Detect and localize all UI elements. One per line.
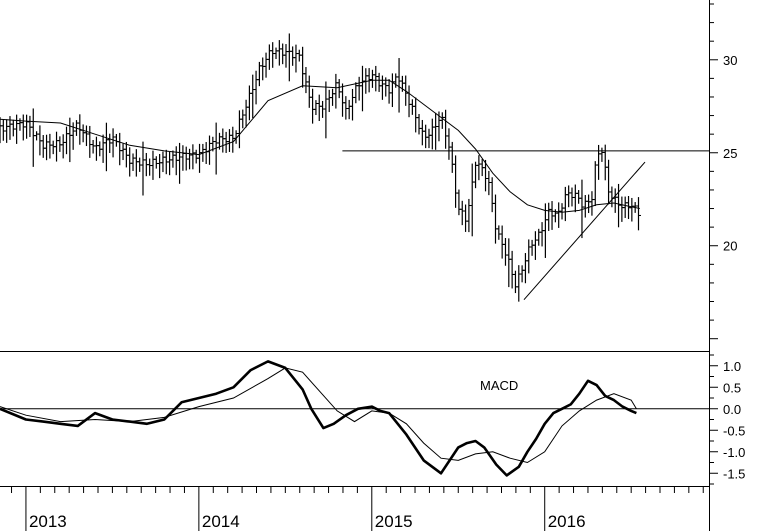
trend-line: [523, 161, 646, 300]
price-tick-label: 30: [723, 53, 737, 68]
price-moving-average-line: [0, 79, 640, 213]
macd-tick-label: -1.5: [723, 466, 745, 481]
price-panel: 20 25 30: [0, 3, 737, 340]
price-axis: 20 25 30: [709, 3, 737, 340]
year-label: 2016: [548, 512, 586, 531]
price-bars: [0, 33, 641, 302]
chart-frame: [0, 0, 710, 531]
price-tick-label: 25: [723, 146, 737, 161]
macd-tick-label: 0.0: [723, 402, 741, 417]
price-tick-label: 20: [723, 239, 737, 254]
year-label: 2014: [202, 512, 240, 531]
year-label: 2015: [375, 512, 413, 531]
macd-tick-label: -1.0: [723, 445, 745, 460]
price-annotations: [342, 150, 709, 300]
macd-panel: 1.0 0.5 0.0 -0.5 -1.0 -1.5 MACD: [0, 354, 745, 485]
macd-line: [0, 360, 637, 477]
macd-tick-label: 1.0: [723, 359, 741, 374]
time-axis: 2013 2014 2015 2016: [11, 487, 704, 531]
macd-axis: 1.0 0.5 0.0 -0.5 -1.0 -1.5: [709, 354, 745, 485]
macd-tick-label: 0.5: [723, 380, 741, 395]
macd-tick-label: -0.5: [723, 423, 745, 438]
year-label: 2013: [29, 512, 67, 531]
macd-title: MACD: [480, 378, 518, 393]
